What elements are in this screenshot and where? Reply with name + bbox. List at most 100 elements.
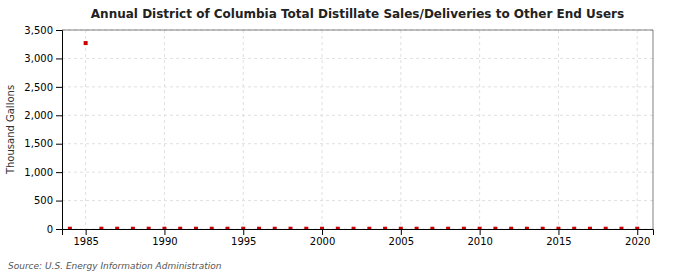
- y-axis-tick: 0: [47, 224, 62, 235]
- point: [304, 227, 308, 229]
- y-axis-tick: 2,000: [24, 110, 62, 121]
- x-grid-line: [243, 30, 244, 229]
- x-grid-line: [558, 30, 559, 229]
- x-grid-line: [164, 30, 165, 229]
- point: [115, 227, 119, 229]
- frame-right: [653, 30, 654, 229]
- point: [399, 227, 403, 229]
- points: [68, 41, 639, 229]
- y-axis-tick-label: 1,000: [24, 167, 53, 178]
- point: [84, 41, 88, 45]
- point: [525, 227, 529, 229]
- point: [509, 227, 513, 229]
- y-axis-tick-label: 3,000: [24, 53, 53, 64]
- point: [619, 227, 623, 229]
- y-axis-tick: 3,000: [24, 53, 62, 64]
- y-grid-line: [62, 86, 653, 87]
- y-axis-tick: 1,500: [24, 138, 62, 149]
- point: [462, 227, 466, 229]
- x-axis-tick-label: 2020: [625, 236, 650, 247]
- y-axis-tick-mark: [56, 229, 62, 230]
- chart: 1985 1990 1995 2000 2005 2010 2015 2020 0 500 1,00…: [0, 0, 675, 275]
- y-axis-tick-mark: [56, 115, 62, 116]
- y-axis-tick-label: 0: [47, 224, 53, 235]
- point: [273, 227, 277, 229]
- x-axis-line: [63, 230, 654, 236]
- point: [478, 227, 482, 229]
- point: [320, 227, 324, 229]
- y-axis-title: Thousand Gallons: [5, 85, 16, 175]
- y-grid-line: [62, 172, 653, 173]
- point: [178, 227, 182, 229]
- x-axis-tick: 2015: [546, 229, 571, 247]
- point: [68, 227, 72, 229]
- x-axis-tick: 1990: [152, 229, 177, 247]
- point: [352, 227, 356, 229]
- point: [367, 227, 371, 229]
- plot: 1985 1990 1995 2000 2005 2010 2015 2020 0 500 1,00…: [24, 25, 653, 247]
- point: [588, 227, 592, 229]
- x-axis-tick: 2010: [467, 229, 492, 247]
- title: Annual District of Columbia Total Distil…: [91, 7, 624, 21]
- x-axis-tick: 2020: [625, 229, 650, 247]
- y-axis-line: [56, 31, 63, 230]
- point: [493, 227, 497, 229]
- x-axis-tick-label: 2005: [389, 236, 414, 247]
- y-axis-tick-label: 2,500: [24, 82, 53, 93]
- point: [556, 227, 560, 229]
- x-axis-tick-label: 2000: [310, 236, 335, 247]
- frame-top: [62, 30, 653, 31]
- y-grid-line: [62, 30, 653, 31]
- point: [415, 227, 419, 229]
- y-axis-tick-mark: [56, 58, 62, 59]
- point: [336, 227, 340, 229]
- y-axis-tick: 500: [34, 195, 62, 206]
- point: [131, 227, 135, 229]
- x-axis-tick-label: 2010: [467, 236, 492, 247]
- x-axis-tick-label: 1995: [231, 236, 256, 247]
- point: [604, 227, 608, 229]
- grid: [62, 30, 653, 229]
- y-grid-line: [62, 115, 653, 116]
- x-axis: 1985 1990 1995 2000 2005 2010 2015 2020: [63, 229, 654, 247]
- point: [241, 227, 245, 229]
- point: [194, 227, 198, 229]
- y-axis: 0 500 1,000 1,500 2,000 2,500 3,000 3,500: [24, 25, 62, 235]
- x-axis-tick: 1995: [231, 229, 256, 247]
- point: [162, 227, 166, 229]
- x-axis-tick-mark: [322, 229, 323, 235]
- point: [635, 227, 639, 229]
- x-axis-tick-mark: [243, 229, 244, 235]
- x-axis-tick-label: 1985: [73, 236, 98, 247]
- point: [257, 227, 261, 229]
- y-axis-tick-label: 500: [34, 195, 53, 206]
- source: Source: U.S. Energy Information Administ…: [8, 261, 222, 271]
- y-axis-tick: 1,000: [24, 167, 62, 178]
- y-axis-tick-mark: [56, 172, 62, 173]
- point: [572, 227, 576, 229]
- y-axis-tick-mark: [56, 144, 62, 145]
- point: [99, 227, 103, 229]
- point: [446, 227, 450, 229]
- x-axis-tick-mark: [86, 229, 87, 235]
- y-axis-tick-mark: [56, 87, 62, 88]
- y-axis-tick-label: 3,500: [24, 25, 53, 36]
- x-grid-line: [637, 30, 638, 229]
- x-axis-tick-mark: [637, 229, 638, 235]
- y-grid-line: [62, 143, 653, 144]
- y-axis-tick-mark: [56, 30, 62, 31]
- x-axis-tick: 1985: [73, 229, 98, 247]
- x-axis-tick-label: 2015: [546, 236, 571, 247]
- y-axis-tick: 3,500: [24, 25, 62, 36]
- point: [225, 227, 229, 229]
- x-grid-line: [400, 30, 401, 229]
- x-grid-line: [479, 30, 480, 229]
- y-axis-tick-mark: [56, 201, 62, 202]
- y-axis-tick-label: 1,500: [24, 138, 53, 149]
- point: [147, 227, 151, 229]
- point: [210, 227, 214, 229]
- x-axis-tick: 2005: [389, 229, 414, 247]
- y-axis-tick: 2,500: [24, 82, 62, 93]
- x-axis-tick-mark: [401, 229, 402, 235]
- point: [430, 227, 434, 229]
